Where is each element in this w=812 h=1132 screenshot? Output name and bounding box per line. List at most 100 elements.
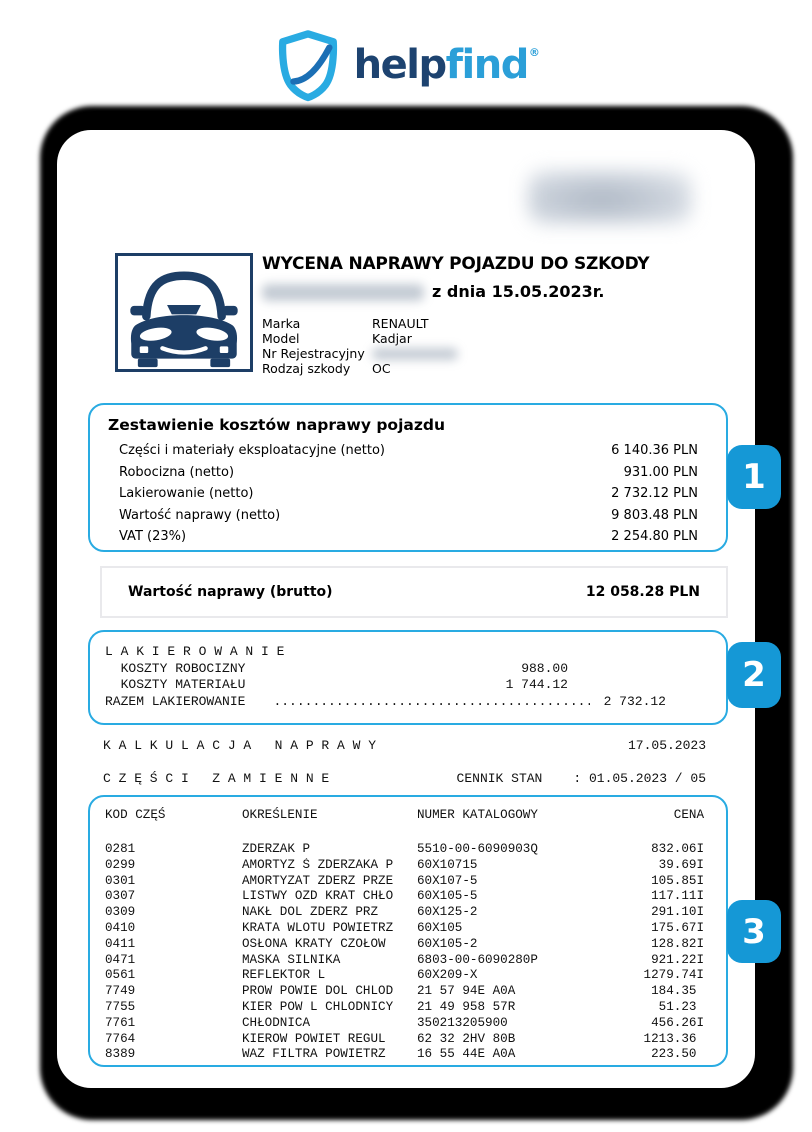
part-catalog-number: 62 32 2HV 80B xyxy=(417,1031,516,1046)
czesci-title: C Z Ę Ś C I Z A M I E N N E xyxy=(103,771,330,786)
summary-row: VAT (23%) 2 254.80 PLN xyxy=(108,526,698,548)
part-price: 175.67I xyxy=(651,920,704,935)
parts-row: 7761 CHŁODNICA 350213205900 456.26I xyxy=(105,1016,704,1032)
part-code: 0299 xyxy=(105,857,136,872)
detail-row: Rodzaj szkody OC xyxy=(262,361,458,376)
summary-row-value: 2 732.12 PLN xyxy=(611,486,698,501)
summary-row-value: 931.00 PLN xyxy=(623,464,698,480)
lakierowanie-row-label: KOSZTY MATERIAŁU xyxy=(105,677,246,692)
annotation-badge-3: 3 xyxy=(727,900,781,963)
logo-wordmark: helpfind® xyxy=(354,45,540,85)
parts-header-cell: CENA xyxy=(673,808,704,822)
brutto-label: Wartość naprawy (brutto) xyxy=(128,584,333,600)
parts-row: 0471 MASKA SILNIKA 6803-00-6090280P 921.22I xyxy=(105,953,704,969)
redacted-value xyxy=(372,347,458,360)
part-price: 291.10I xyxy=(651,905,704,920)
czesci-zamienne-line: C Z Ę Ś C I Z A M I E N N E CENNIK STAN … xyxy=(103,771,706,787)
brutto-row: Wartość naprawy (brutto) 12 058.28 PLN xyxy=(100,566,728,618)
lakierowanie-total-row: RAZEM LAKIEROWANIE .....................… xyxy=(105,694,666,711)
part-name: KRATA WLOTU POWIETRZ xyxy=(242,920,394,935)
detail-row: Nr Rejestracyjny xyxy=(262,346,458,361)
parts-header-cell: KOD CZĘŚ xyxy=(105,808,166,822)
parts-row: 0410 KRATA WLOTU POWIETRZ 60X105 175.67I xyxy=(105,921,704,937)
part-code: 7761 xyxy=(105,1015,136,1030)
detail-row: Marka RENAULT xyxy=(262,316,458,331)
parts-table-header: KOD CZĘŚ OKREŚLENIE NUMER KATALOGOWY CENA xyxy=(105,807,704,823)
part-price: 456.26I xyxy=(651,1015,704,1030)
summary-row-value: 6 140.36 PLN xyxy=(611,443,698,458)
parts-row: 7755 KIER POW L CHLODNICY 21 49 958 57R 51.… xyxy=(105,1000,704,1016)
part-catalog-number: 21 57 94E A0A xyxy=(417,984,516,999)
part-code: 0561 xyxy=(105,968,136,983)
helpfind-logo: helpfind® xyxy=(0,22,812,108)
summary-row: Części i materiały eksploatacyjne (netto… xyxy=(108,440,698,462)
parts-table-box: KOD CZĘŚ OKREŚLENIE NUMER KATALOGOWY CENA 0… xyxy=(88,795,728,1067)
detail-label: Marka xyxy=(262,316,301,331)
lakierowanie-row-value: 1 744.12 xyxy=(505,677,568,692)
part-price: 921.22I xyxy=(651,952,704,967)
dot-leader: ........................................… xyxy=(273,693,589,709)
detail-value: OC xyxy=(372,361,391,376)
part-code: 7755 xyxy=(105,999,136,1014)
parts-row: 7764 KIEROW POWIET REGUL 62 32 2HV 80B 1213… xyxy=(105,1032,704,1048)
part-code: 0281 xyxy=(105,842,136,856)
part-code: 0307 xyxy=(105,889,136,904)
lakierowanie-box: L A K I E R O W A N I E KOSZTY ROBOCIZNY… xyxy=(88,630,728,725)
detail-row: Model Kadjar xyxy=(262,331,458,346)
detail-value: RENAULT xyxy=(372,316,429,331)
part-catalog-number: 21 49 958 57R xyxy=(417,999,516,1014)
part-catalog-number: 60X105 xyxy=(417,920,463,935)
parts-row: 0307 LISTWY OZD KRAT CHŁO 60X105-5 117.11I xyxy=(105,889,704,905)
part-catalog-number: 16 55 44E A0A xyxy=(417,1047,516,1062)
part-catalog-number: 60X107-5 xyxy=(417,873,478,888)
part-catalog-number: 60X105-2 xyxy=(417,936,478,951)
lakierowanie-total-value: 2 732.12 xyxy=(603,693,666,709)
part-price: 39.69I xyxy=(658,857,704,872)
parts-row: 0301 AMORTYZAT ZDERZ PRZE 60X107-5 105.85I xyxy=(105,874,704,890)
brutto-value: 12 058.28 PLN xyxy=(585,584,700,600)
part-name: KIEROW POWIET REGUL xyxy=(242,1031,386,1046)
parts-row: 8389 WAZ FILTRA POWIETRZ 16 55 44E A0A 223.… xyxy=(105,1047,704,1063)
part-code: 8389 xyxy=(105,1047,136,1062)
detail-value: Kadjar xyxy=(372,331,412,346)
part-price: 51.23 xyxy=(658,999,704,1014)
part-name: OSŁONA KRATY CZOŁOW xyxy=(242,936,386,951)
part-catalog-number: 60X105-5 xyxy=(417,889,478,904)
annotation-badge-2: 2 xyxy=(727,642,781,708)
part-price: 223.50 xyxy=(651,1047,704,1062)
parts-row: 0561 REFLEKTOR L 60X209-X 1279.74I xyxy=(105,968,704,984)
part-catalog-number: 6803-00-6090280P xyxy=(417,952,538,967)
part-name: WAZ FILTRA POWIETRZ xyxy=(242,1047,386,1062)
lakierowanie-total-label: RAZEM LAKIEROWANIE xyxy=(105,693,246,709)
part-code: 0410 xyxy=(105,920,136,935)
part-name: ZDERZAK P xyxy=(242,842,311,856)
parts-row: 0309 NAKŁ DOL ZDERZ PRZ 60X125-2 291.10I xyxy=(105,905,704,921)
car-icon xyxy=(130,271,238,368)
car-icon-box xyxy=(115,253,253,372)
part-name: AMORTYZ Ś ZDERZAKA P xyxy=(242,857,394,872)
summary-row-label: Wartość naprawy (netto) xyxy=(119,507,281,523)
summary-row-value: 2 254.80 PLN xyxy=(611,529,698,544)
document-title: WYCENA NAPRAWY POJAZDU DO SZKODY xyxy=(262,254,650,274)
summary-title: Zestawienie kosztów naprawy pojazdu xyxy=(108,416,445,434)
part-catalog-number: 60X125-2 xyxy=(417,905,478,920)
part-catalog-number: 350213205900 xyxy=(417,1015,508,1030)
cennik-label: CENNIK STAN xyxy=(456,771,543,786)
detail-label: Rodzaj szkody xyxy=(262,361,351,376)
shield-check-icon xyxy=(278,30,337,102)
summary-row-label: Lakierowanie (netto) xyxy=(119,486,254,501)
parts-table-rows: 0281 ZDERZAK P 5510-00-6090903Q 832.06I 0299… xyxy=(105,842,704,1063)
summary-box: Zestawienie kosztów naprawy pojazdu Częś… xyxy=(88,403,728,552)
annotation-badge-1: 1 xyxy=(727,445,781,509)
redacted-claim-number xyxy=(262,284,424,301)
cennik-value: : 01.05.2023 / 05 xyxy=(573,771,706,786)
part-code: 7764 xyxy=(105,1031,136,1046)
part-name: CHŁODNICA xyxy=(242,1015,311,1030)
part-name: KIER POW L CHLODNICY xyxy=(242,999,394,1014)
part-price: 1279.74I xyxy=(643,968,704,983)
summary-row-value: 9 803.48 PLN xyxy=(611,507,698,523)
part-name: NAKŁ DOL ZDERZ PRZ xyxy=(242,905,379,920)
kalkulacja-line: K A L K U L A C J A N A P R A W Y 17.05.… xyxy=(103,738,706,754)
lakierowanie-row-label: KOSZTY ROBOCIZNY xyxy=(105,660,246,676)
parts-header-cell: OKREŚLENIE xyxy=(242,808,318,822)
